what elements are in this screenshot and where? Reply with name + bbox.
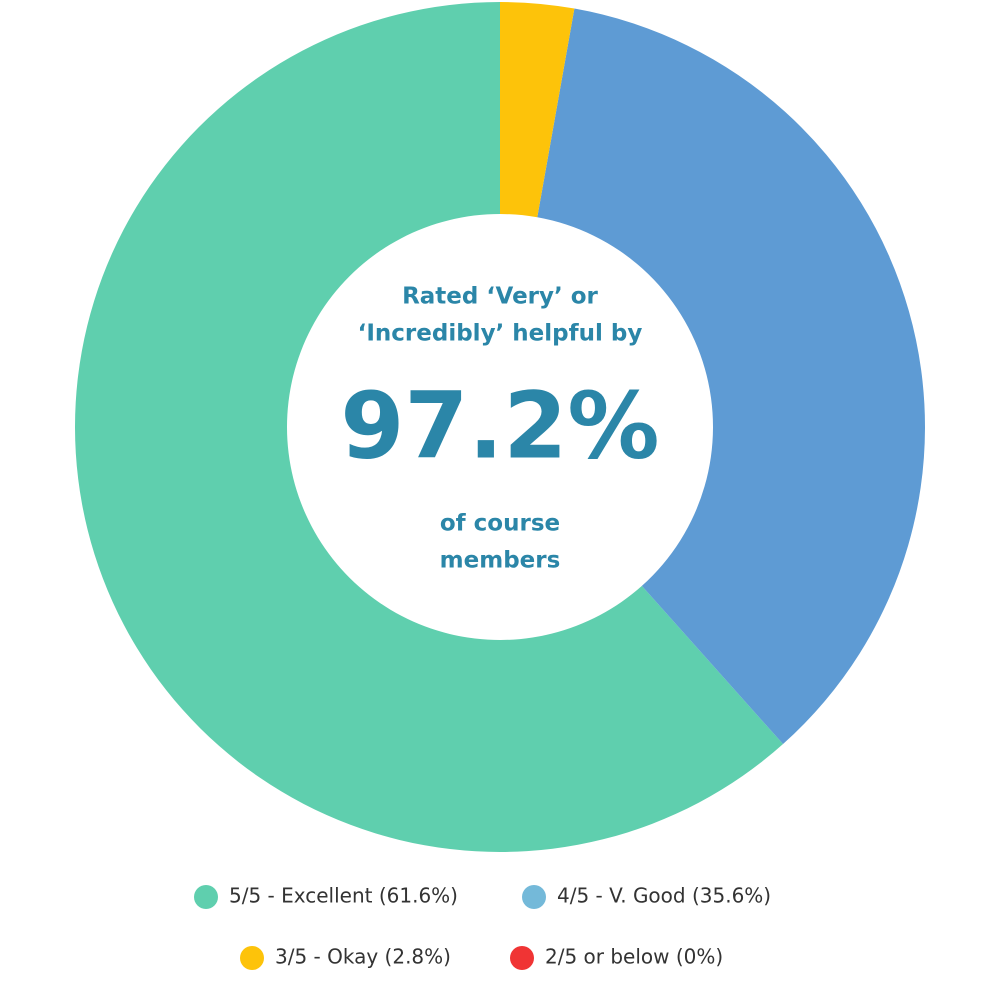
legend-marker <box>194 885 218 909</box>
legend-label: 3/5 - Okay (2.8%) <box>275 945 451 969</box>
center-text: members <box>440 548 561 574</box>
legend-label: 2/5 or below (0%) <box>545 945 723 969</box>
legend-marker <box>522 885 546 909</box>
slice <box>537 8 925 745</box>
legend-label: 5/5 - Excellent (61.6%) <box>229 884 458 908</box>
slice <box>500 2 575 218</box>
legend-marker <box>510 946 534 970</box>
center-value: 97.2% <box>340 372 659 479</box>
legend-marker <box>240 946 264 970</box>
center-text: of course <box>440 511 560 537</box>
legend-label: 4/5 - V. Good (35.6%) <box>557 884 771 908</box>
center-text: Rated ‘Very’ or <box>402 284 598 310</box>
slice <box>74 2 784 853</box>
center-text: ‘Incredibly’ helpful by <box>358 321 643 347</box>
